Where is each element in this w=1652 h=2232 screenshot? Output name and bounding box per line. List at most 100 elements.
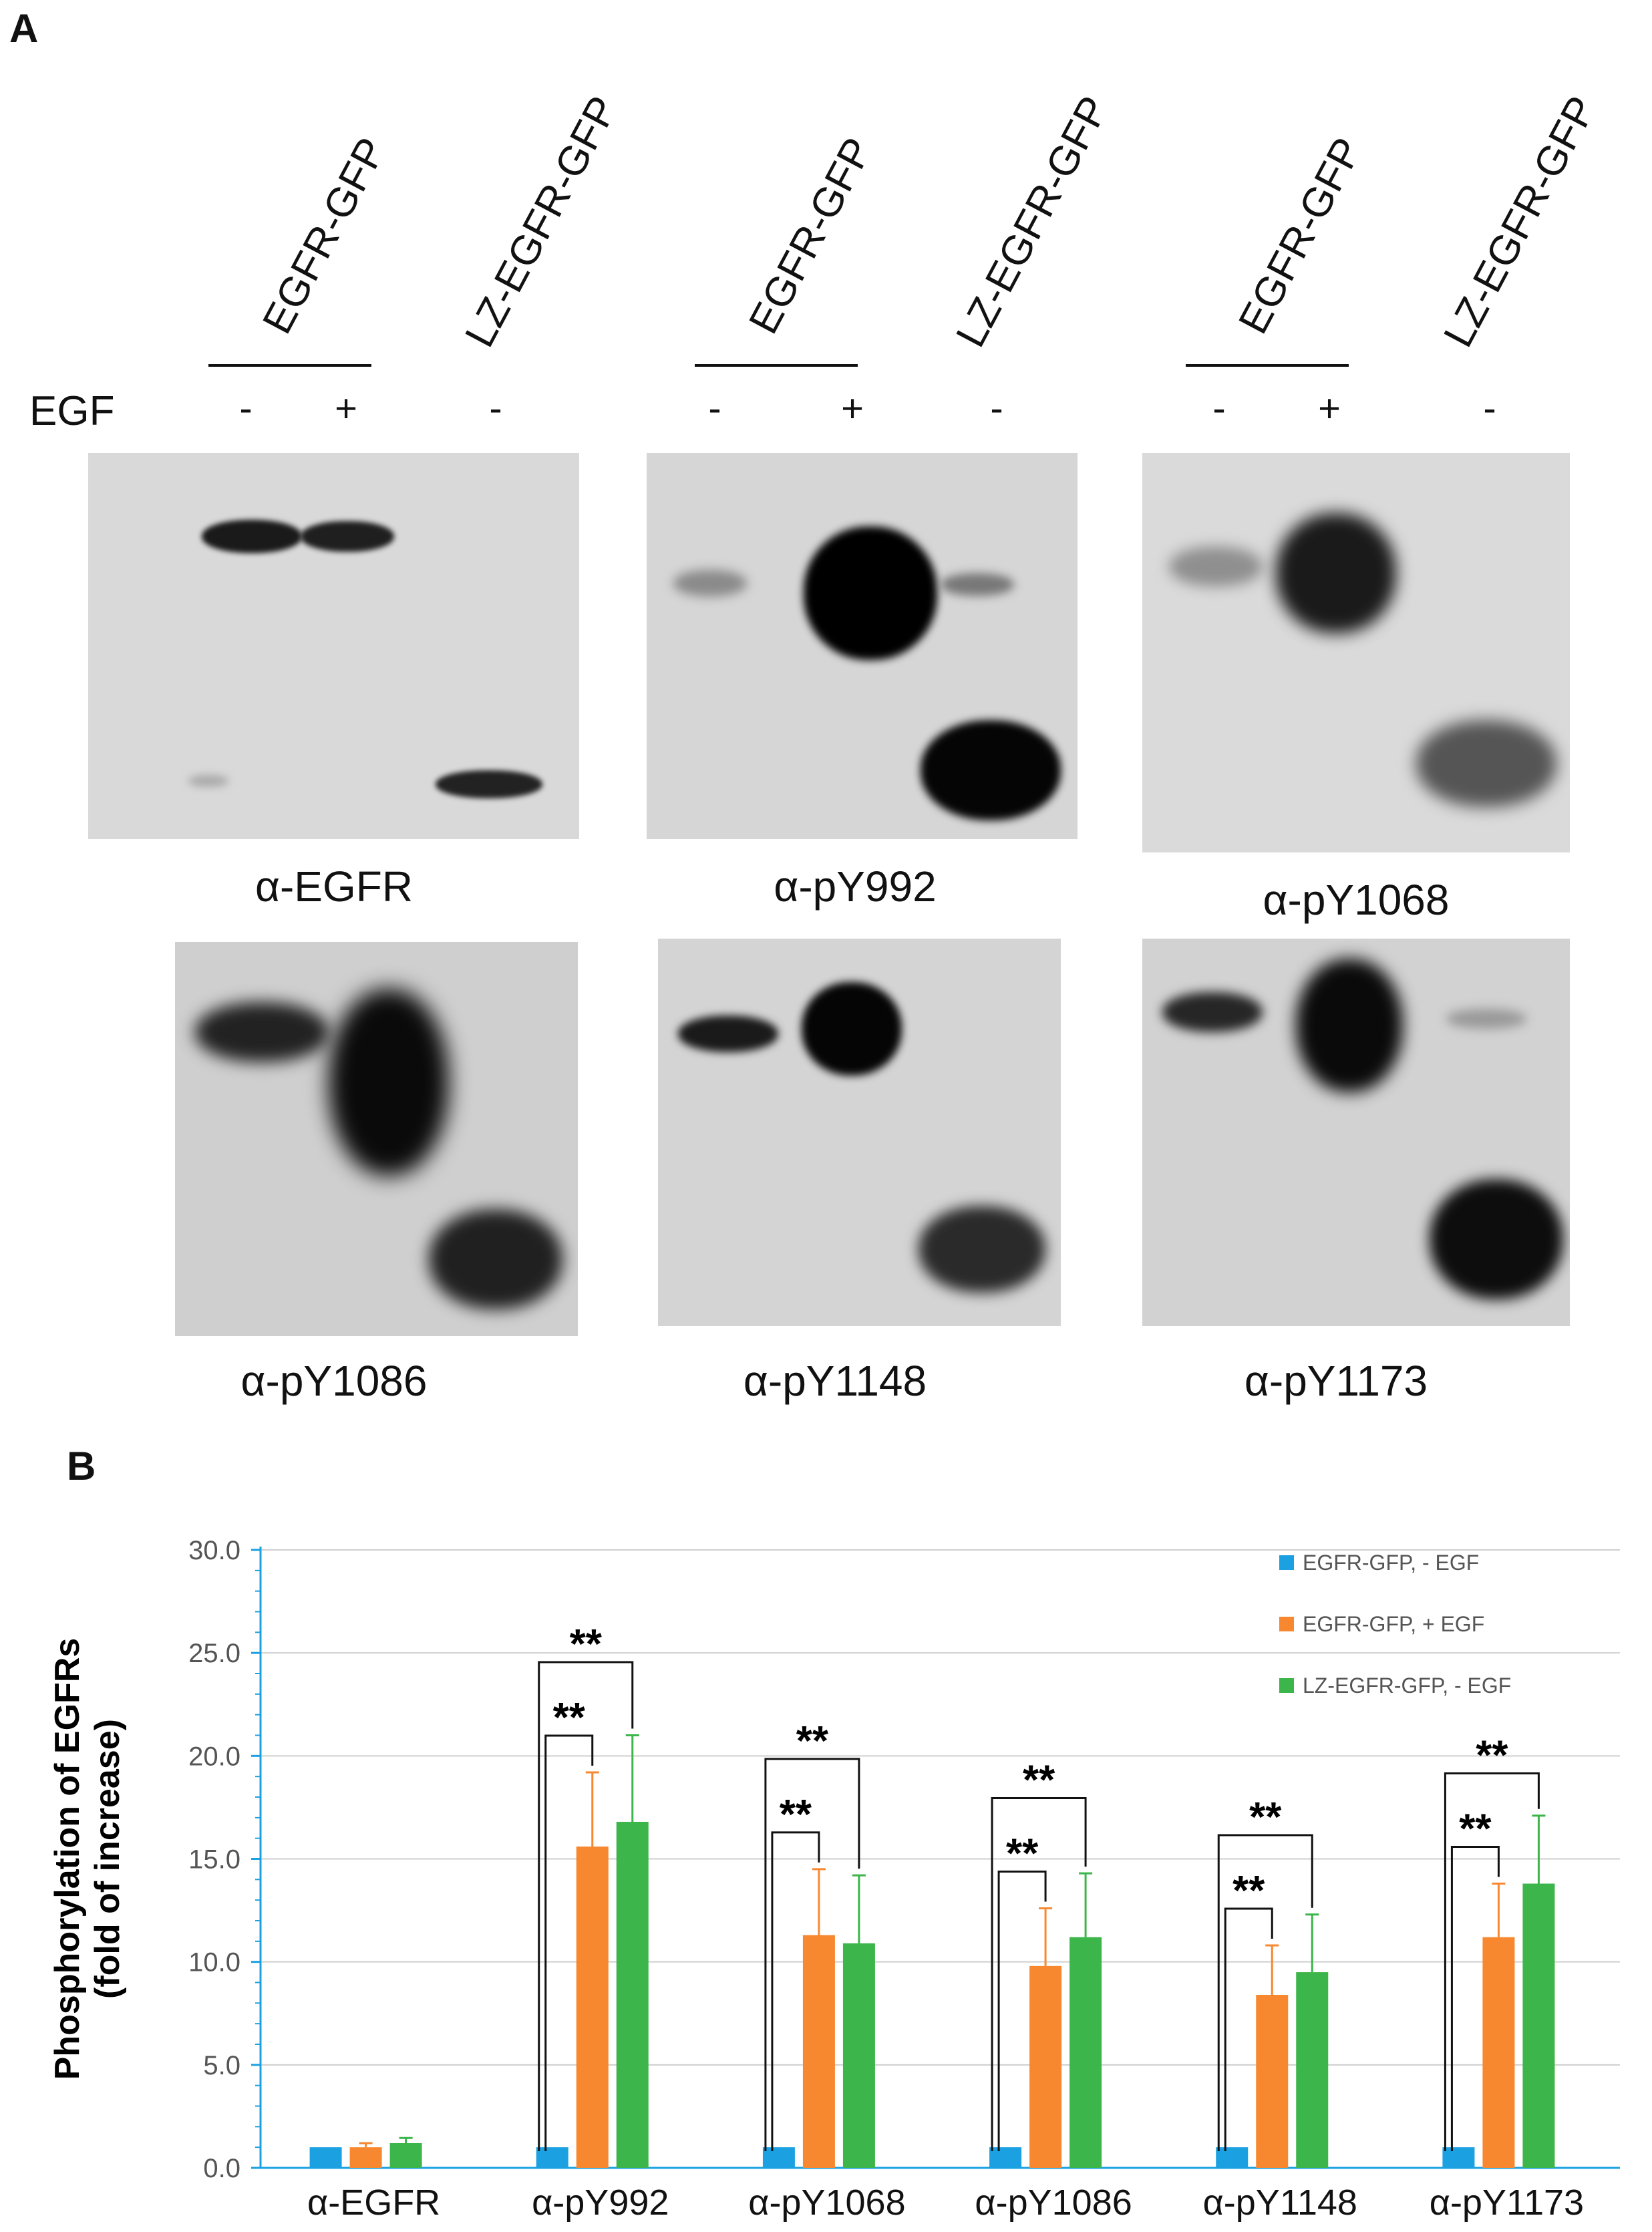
blot-band <box>804 526 937 660</box>
blot-label-py1173: α-pY1173 <box>1244 1357 1428 1405</box>
legend-swatch <box>1279 1555 1294 1570</box>
western-blot-py992 <box>647 453 1078 839</box>
y-tick-label: 30.0 <box>188 1536 240 1565</box>
lane-sign: + <box>335 387 357 430</box>
blot-label-egfr: α-EGFR <box>255 862 414 911</box>
significance-stars: ** <box>1459 1806 1492 1853</box>
significance-stars: ** <box>1006 1831 1039 1877</box>
lane-label-egfr-gfp-2: EGFR-GFP <box>740 130 882 341</box>
western-blot-py1148 <box>658 939 1061 1326</box>
western-blot-py1173 <box>1142 939 1570 1326</box>
bar <box>762 2147 795 2168</box>
blot-band <box>1169 546 1263 587</box>
western-blot-py1068 <box>1142 453 1570 852</box>
blot-band <box>195 1002 329 1062</box>
significance-stars: ** <box>1232 1868 1265 1914</box>
bar <box>1296 1972 1329 2168</box>
bar <box>1442 2147 1475 2168</box>
blot-band <box>1296 959 1403 1092</box>
significance-bracket <box>997 1871 1047 2151</box>
legend-swatch <box>1279 1678 1294 1693</box>
y-axis-label: Phosphorylation of EGFRs(fold of increas… <box>48 1638 127 2080</box>
western-blot-egfr <box>88 453 579 839</box>
blot-band <box>678 1015 778 1052</box>
significance-stars: ** <box>1249 1794 1282 1841</box>
blot-label-py1068: α-pY1068 <box>1263 876 1450 924</box>
bar <box>309 2147 342 2168</box>
x-category-label: α-pY1148 <box>1203 2183 1357 2223</box>
legend-label: EGFR-GFP, - EGF <box>1303 1551 1479 1575</box>
egfr-gfp-bracket-3 <box>1186 364 1349 367</box>
blot-band <box>673 570 747 597</box>
lane-label-lz-egfr-gfp-2: LZ-EGFR-GFP <box>947 89 1118 355</box>
blot-band <box>188 775 228 787</box>
bar <box>1069 1937 1102 2168</box>
lane-sign: - <box>708 387 721 430</box>
y-tick-label: 5.0 <box>203 2051 240 2080</box>
western-blot-py1086 <box>175 942 578 1336</box>
bar <box>349 2147 382 2168</box>
y-tick-label: 25.0 <box>188 1639 240 1668</box>
blot-band <box>941 573 1014 596</box>
lane-sign: - <box>489 387 502 430</box>
legend-swatch <box>1279 1617 1294 1631</box>
bar <box>1522 1883 1555 2168</box>
significance-bracket <box>1444 1772 1540 2151</box>
blot-band <box>1162 992 1263 1032</box>
significance-bracket <box>764 1758 860 2151</box>
lane-sign: + <box>841 387 864 430</box>
significance-stars: ** <box>570 1621 603 1667</box>
lane-label-lz-egfr-gfp-3: LZ-EGFR-GFP <box>1435 89 1606 355</box>
x-category-label: α-pY1173 <box>1430 2183 1584 2223</box>
significance-stars: ** <box>553 1695 586 1741</box>
bar <box>536 2147 568 2168</box>
blot-band <box>1446 1009 1526 1029</box>
bar <box>576 1847 609 2168</box>
blot-band <box>301 521 394 552</box>
bar <box>1029 1965 1062 2168</box>
bar <box>989 2147 1022 2168</box>
bar <box>1482 1937 1515 2168</box>
bar-chart: 0.0 5.0 10.0 15.0 20.0 25.0 30.0 Phosphorylatio… <box>48 1536 1620 2223</box>
significance-stars: ** <box>1476 1733 1508 1779</box>
significance-bracket <box>1450 1846 1500 2151</box>
bar <box>616 1822 649 2168</box>
y-tick-label: 0.0 <box>203 2154 240 2183</box>
blot-band <box>1416 720 1556 807</box>
egfr-gfp-bracket-2 <box>695 364 858 367</box>
blot-band <box>1430 1179 1563 1299</box>
blot-band <box>921 720 1061 820</box>
lane-sign: - <box>1483 387 1496 430</box>
significance-bracket <box>1224 1907 1273 2151</box>
significance-bracket <box>1217 1834 1313 2151</box>
blot-label-py1148: α-pY1148 <box>743 1357 927 1405</box>
x-category-label: α-pY992 <box>532 2183 669 2223</box>
bar <box>802 1935 835 2168</box>
blot-band <box>436 770 542 798</box>
lane-sign: - <box>1212 387 1226 430</box>
panel-a-letter: A <box>9 6 39 51</box>
significance-stars: ** <box>796 1718 829 1764</box>
x-category-label: α-pY1086 <box>975 2183 1132 2223</box>
lane-sign: - <box>990 387 1003 430</box>
lane-label-egfr-gfp-3: EGFR-GFP <box>1230 130 1371 341</box>
legend-label: EGFR-GFP, + EGF <box>1303 1612 1484 1636</box>
significance-stars: ** <box>1023 1758 1055 1804</box>
x-category-label: α-pY1068 <box>748 2183 905 2223</box>
lane-sign: + <box>1318 387 1341 430</box>
significance-bracket <box>538 1661 634 2151</box>
blot-label-py992: α-pY992 <box>774 862 937 911</box>
bar <box>389 2143 422 2168</box>
blot-band <box>329 989 449 1176</box>
blot-band <box>919 1206 1045 1293</box>
bar <box>1256 1995 1289 2168</box>
x-category-label: α-EGFR <box>307 2183 440 2223</box>
blot-label-py1086: α-pY1086 <box>240 1357 428 1405</box>
significance-bracket <box>771 1831 820 2151</box>
significance-stars: ** <box>780 1792 812 1838</box>
y-tick-label: 20.0 <box>188 1742 240 1771</box>
egfr-gfp-bracket-1 <box>208 364 371 367</box>
y-tick-label: 10.0 <box>188 1948 240 1977</box>
bar <box>842 1943 875 2168</box>
significance-bracket <box>991 1797 1087 2151</box>
